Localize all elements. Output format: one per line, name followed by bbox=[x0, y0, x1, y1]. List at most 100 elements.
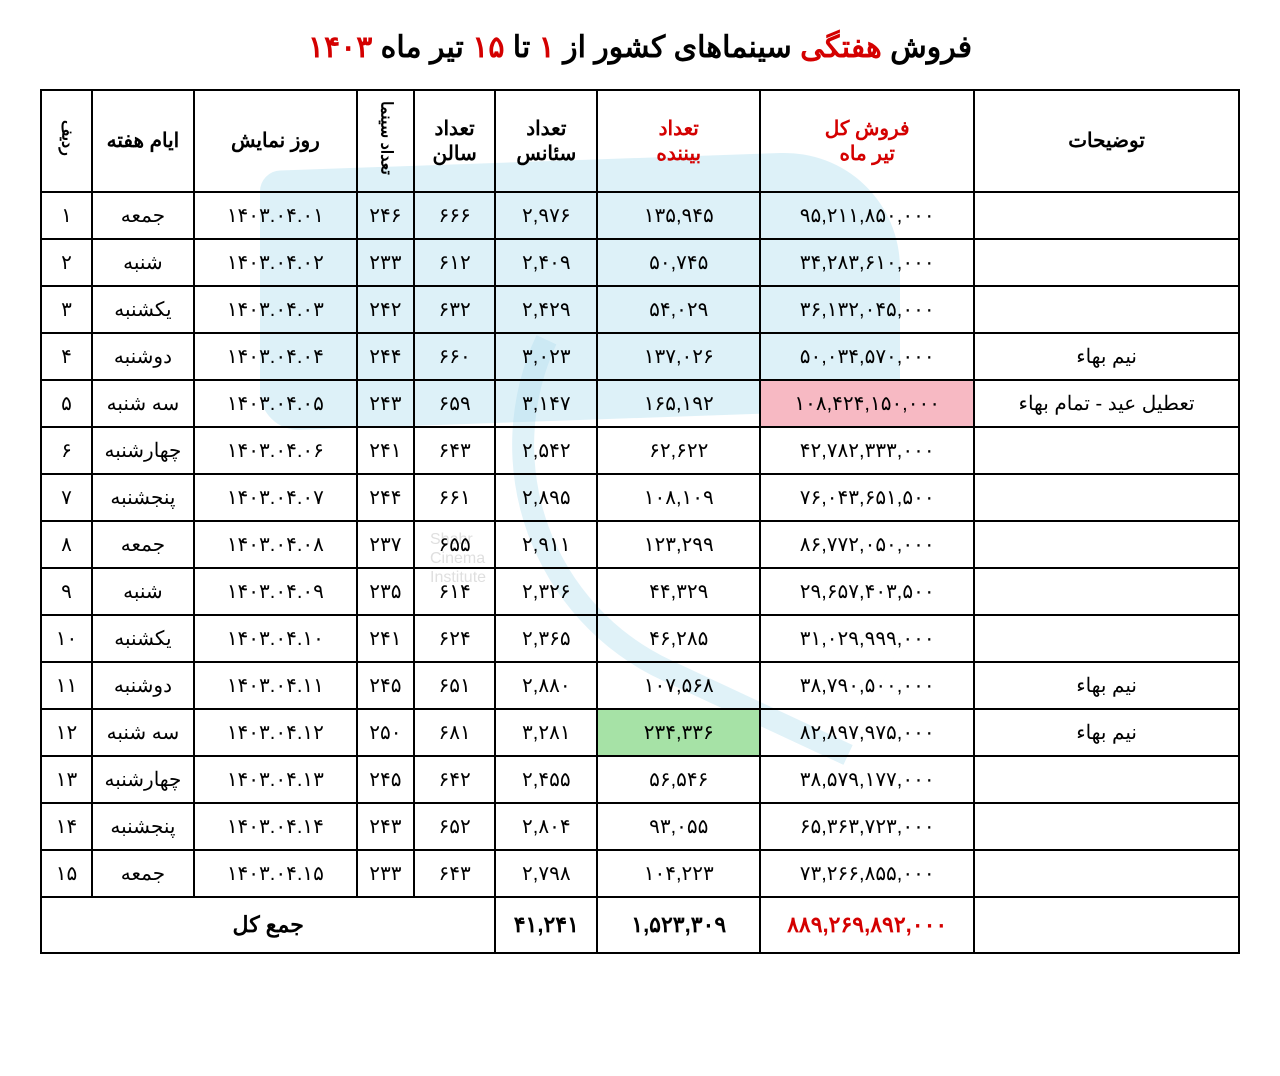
cell-date: ۱۴۰۳.۰۴.۰۳ bbox=[194, 286, 357, 333]
cell-halls: ۶۳۲ bbox=[414, 286, 495, 333]
cell-viewers: ۹۳,۰۵۵ bbox=[597, 803, 760, 850]
col-halls: تعداد سالن bbox=[414, 90, 495, 192]
cell-viewers: ۲۳۴,۳۳۶ bbox=[597, 709, 760, 756]
cell-sales: ۳۱,۰۲۹,۹۹۹,۰۰۰ bbox=[760, 615, 974, 662]
cell-weekday: جمعه bbox=[92, 850, 194, 897]
cell-cinemas: ۲۳۵ bbox=[357, 568, 414, 615]
cell-cinemas: ۲۴۱ bbox=[357, 427, 414, 474]
table-row: نیم بهاء۸۲,۸۹۷,۹۷۵,۰۰۰۲۳۴,۳۳۶۳,۲۸۱۶۸۱۲۵۰… bbox=[41, 709, 1239, 756]
cell-sales: ۷۳,۲۶۶,۸۵۵,۰۰۰ bbox=[760, 850, 974, 897]
table-row: ۹۵,۲۱۱,۸۵۰,۰۰۰۱۳۵,۹۴۵۲,۹۷۶۶۶۶۲۴۶۱۴۰۳.۰۴.… bbox=[41, 192, 1239, 239]
cell-weekday: جمعه bbox=[92, 521, 194, 568]
cell-viewers: ۱۶۵,۱۹۲ bbox=[597, 380, 760, 427]
cell-sales: ۸۲,۸۹۷,۹۷۵,۰۰۰ bbox=[760, 709, 974, 756]
cell-date: ۱۴۰۳.۰۴.۰۸ bbox=[194, 521, 357, 568]
cell-sessions: ۲,۹۱۱ bbox=[495, 521, 597, 568]
cell-notes bbox=[974, 521, 1239, 568]
cell-weekday: شنبه bbox=[92, 568, 194, 615]
cell-row-num: ۱۴ bbox=[41, 803, 92, 850]
col-cinemas: تعداد سینما bbox=[357, 90, 414, 192]
cell-cinemas: ۲۴۱ bbox=[357, 615, 414, 662]
col-date: روز نمایش bbox=[194, 90, 357, 192]
cell-halls: ۶۵۵ bbox=[414, 521, 495, 568]
cell-halls: ۶۴۲ bbox=[414, 756, 495, 803]
cell-sessions: ۲,۸۰۴ bbox=[495, 803, 597, 850]
cell-viewers: ۱۰۷,۵۶۸ bbox=[597, 662, 760, 709]
cell-date: ۱۴۰۳.۰۴.۱۳ bbox=[194, 756, 357, 803]
cell-cinemas: ۲۴۴ bbox=[357, 474, 414, 521]
cell-notes bbox=[974, 427, 1239, 474]
cell-viewers: ۶۲,۶۲۲ bbox=[597, 427, 760, 474]
cell-halls: ۶۸۱ bbox=[414, 709, 495, 756]
cell-row-num: ۲ bbox=[41, 239, 92, 286]
cell-viewers: ۵۶,۵۴۶ bbox=[597, 756, 760, 803]
table-row: ۳۱,۰۲۹,۹۹۹,۰۰۰۴۶,۲۸۵۲,۳۶۵۶۲۴۲۴۱۱۴۰۳.۰۴.۱… bbox=[41, 615, 1239, 662]
col-sessions: تعداد سئانس bbox=[495, 90, 597, 192]
cell-sales: ۱۰۸,۴۲۴,۱۵۰,۰۰۰ bbox=[760, 380, 974, 427]
cell-weekday: یکشنبه bbox=[92, 615, 194, 662]
cell-date: ۱۴۰۳.۰۴.۰۶ bbox=[194, 427, 357, 474]
cell-weekday: سه شنبه bbox=[92, 709, 194, 756]
page-title: فروش هفتگی سینماهای کشور از ۱ تا ۱۵ تیر … bbox=[40, 30, 1240, 65]
cell-viewers: ۱۰۴,۲۲۳ bbox=[597, 850, 760, 897]
col-total-sales: فروش کل تیر ماه bbox=[760, 90, 974, 192]
cell-viewers: ۱۰۸,۱۰۹ bbox=[597, 474, 760, 521]
cell-row-num: ۱۱ bbox=[41, 662, 92, 709]
cell-row-num: ۱ bbox=[41, 192, 92, 239]
cell-date: ۱۴۰۳.۰۴.۰۲ bbox=[194, 239, 357, 286]
cell-sales: ۳۸,۷۹۰,۵۰۰,۰۰۰ bbox=[760, 662, 974, 709]
cell-sessions: ۳,۲۸۱ bbox=[495, 709, 597, 756]
cell-row-num: ۹ bbox=[41, 568, 92, 615]
cell-halls: ۶۴۳ bbox=[414, 427, 495, 474]
cell-viewers: ۵۴,۰۲۹ bbox=[597, 286, 760, 333]
cell-notes bbox=[974, 239, 1239, 286]
cell-viewers: ۱۳۷,۰۲۶ bbox=[597, 333, 760, 380]
cell-date: ۱۴۰۳.۰۴.۱۱ bbox=[194, 662, 357, 709]
col-viewers: تعداد بیننده bbox=[597, 90, 760, 192]
cell-cinemas: ۲۴۶ bbox=[357, 192, 414, 239]
cell-sessions: ۳,۰۲۳ bbox=[495, 333, 597, 380]
cell-halls: ۶۵۱ bbox=[414, 662, 495, 709]
cell-date: ۱۴۰۳.۰۴.۱۲ bbox=[194, 709, 357, 756]
col-row-num: ردیف bbox=[41, 90, 92, 192]
cell-sales: ۲۹,۶۵۷,۴۰۳,۵۰۰ bbox=[760, 568, 974, 615]
cell-date: ۱۴۰۳.۰۴.۰۱ bbox=[194, 192, 357, 239]
cell-halls: ۶۶۰ bbox=[414, 333, 495, 380]
cell-sessions: ۲,۴۲۹ bbox=[495, 286, 597, 333]
cell-row-num: ۱۵ bbox=[41, 850, 92, 897]
cell-date: ۱۴۰۳.۰۴.۰۹ bbox=[194, 568, 357, 615]
cell-row-num: ۱۲ bbox=[41, 709, 92, 756]
cell-cinemas: ۲۵۰ bbox=[357, 709, 414, 756]
cell-notes bbox=[974, 568, 1239, 615]
totals-viewers: ۱,۵۲۳,۳۰۹ bbox=[597, 897, 760, 953]
cell-date: ۱۴۰۳.۰۴.۰۴ bbox=[194, 333, 357, 380]
cell-sessions: ۳,۱۴۷ bbox=[495, 380, 597, 427]
cell-notes bbox=[974, 615, 1239, 662]
col-notes: توضیحات bbox=[974, 90, 1239, 192]
cell-sales: ۳۸,۵۷۹,۱۷۷,۰۰۰ bbox=[760, 756, 974, 803]
cinema-sales-table: توضیحات فروش کل تیر ماه تعداد بیننده تعد… bbox=[40, 89, 1240, 954]
cell-weekday: شنبه bbox=[92, 239, 194, 286]
cell-weekday: جمعه bbox=[92, 192, 194, 239]
cell-halls: ۶۵۹ bbox=[414, 380, 495, 427]
cell-halls: ۶۵۲ bbox=[414, 803, 495, 850]
table-row: ۴۲,۷۸۲,۳۳۳,۰۰۰۶۲,۶۲۲۲,۵۴۲۶۴۳۲۴۱۱۴۰۳.۰۴.۰… bbox=[41, 427, 1239, 474]
cell-date: ۱۴۰۳.۰۴.۰۷ bbox=[194, 474, 357, 521]
cell-sessions: ۲,۳۲۶ bbox=[495, 568, 597, 615]
cell-sales: ۸۶,۷۷۲,۰۵۰,۰۰۰ bbox=[760, 521, 974, 568]
table-header-row: توضیحات فروش کل تیر ماه تعداد بیننده تعد… bbox=[41, 90, 1239, 192]
cell-cinemas: ۲۴۵ bbox=[357, 756, 414, 803]
cell-sessions: ۲,۷۹۸ bbox=[495, 850, 597, 897]
cell-date: ۱۴۰۳.۰۴.۱۵ bbox=[194, 850, 357, 897]
cell-row-num: ۵ bbox=[41, 380, 92, 427]
cell-notes: نیم بهاء bbox=[974, 662, 1239, 709]
cell-notes: نیم بهاء bbox=[974, 709, 1239, 756]
cell-date: ۱۴۰۳.۰۴.۱۴ bbox=[194, 803, 357, 850]
cell-sessions: ۲,۴۰۹ bbox=[495, 239, 597, 286]
table-row: ۷۳,۲۶۶,۸۵۵,۰۰۰۱۰۴,۲۲۳۲,۷۹۸۶۴۳۲۳۳۱۴۰۳.۰۴.… bbox=[41, 850, 1239, 897]
cell-cinemas: ۲۴۲ bbox=[357, 286, 414, 333]
cell-weekday: دوشنبه bbox=[92, 662, 194, 709]
cell-halls: ۶۶۱ bbox=[414, 474, 495, 521]
cell-cinemas: ۲۴۵ bbox=[357, 662, 414, 709]
cell-row-num: ۷ bbox=[41, 474, 92, 521]
